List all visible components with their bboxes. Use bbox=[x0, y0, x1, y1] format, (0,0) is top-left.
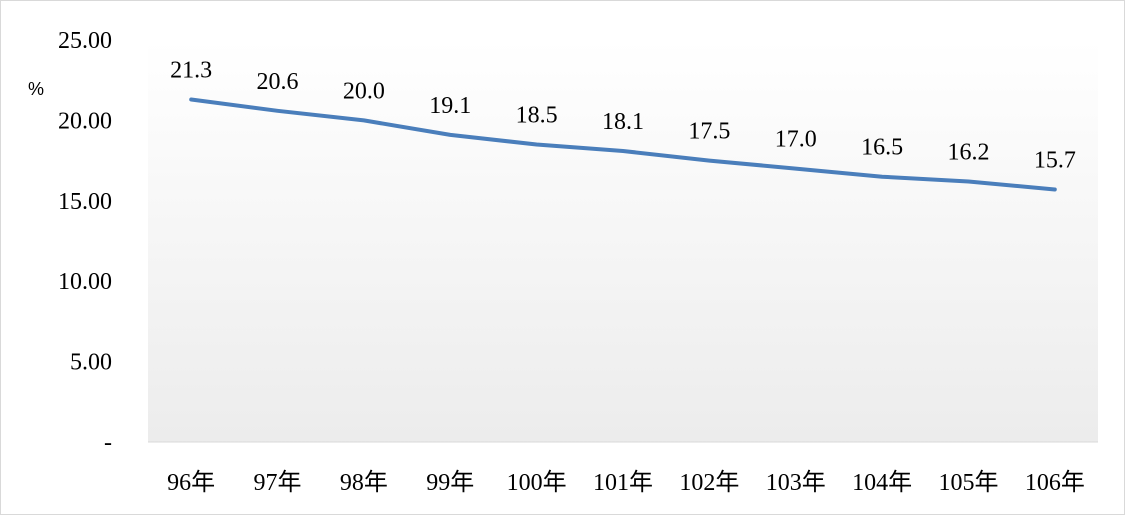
x-tick-label: 105年 bbox=[938, 469, 998, 496]
y-tick-label: 10.00 bbox=[58, 269, 112, 295]
data-label: 20.6 bbox=[257, 69, 299, 95]
y-axis-ticks: - 5.00 10.00 15.00 20.00 25.00 bbox=[58, 28, 112, 456]
x-tick-label: 97年 bbox=[254, 469, 302, 496]
x-tick-label: 100年 bbox=[507, 469, 567, 496]
x-tick-label: 102年 bbox=[679, 469, 739, 496]
x-tick-label: 101年 bbox=[593, 469, 653, 496]
x-axis-ticks: 96年 97年 98年 99年 100年 101年 102年 103年 104年 105年 106年 bbox=[167, 469, 1085, 496]
data-label: 15.7 bbox=[1034, 148, 1076, 174]
data-label: 17.0 bbox=[775, 127, 817, 153]
data-label: 21.3 bbox=[170, 57, 212, 83]
x-tick-label: 98年 bbox=[340, 469, 388, 496]
y-axis-unit-label: % bbox=[28, 79, 44, 99]
y-tick-label: 5.00 bbox=[70, 350, 112, 376]
series-group bbox=[189, 97, 1057, 192]
data-label: 16.2 bbox=[947, 140, 989, 166]
data-label: 16.5 bbox=[861, 135, 903, 161]
y-tick-label: - bbox=[104, 430, 112, 456]
data-label: 19.1 bbox=[429, 93, 471, 119]
data-labels: 21.3 20.6 20.0 19.1 18.5 18.1 17.5 17.0 16.5 16.2… bbox=[170, 57, 1076, 173]
x-tick-label: 104年 bbox=[852, 469, 912, 496]
y-tick-label: 20.00 bbox=[58, 108, 112, 134]
data-label: 20.0 bbox=[343, 78, 385, 104]
x-tick-label: 99年 bbox=[426, 469, 474, 496]
data-label: 18.5 bbox=[516, 103, 558, 129]
x-tick-label: 106年 bbox=[1025, 469, 1085, 496]
data-label: 17.5 bbox=[688, 119, 730, 145]
y-tick-label: 15.00 bbox=[58, 189, 112, 215]
x-tick-label: 96年 bbox=[167, 469, 215, 496]
plot-area bbox=[148, 40, 1098, 442]
y-tick-label: 25.00 bbox=[58, 28, 112, 54]
x-tick-label: 103年 bbox=[766, 469, 826, 496]
data-label: 18.1 bbox=[602, 109, 644, 135]
